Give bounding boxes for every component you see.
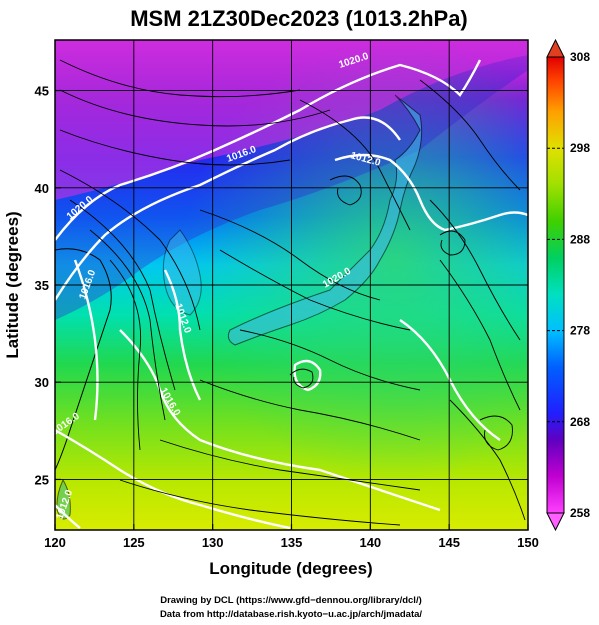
streamline	[59, 129, 291, 166]
y-tick-label: 35	[35, 278, 49, 293]
streamline	[219, 249, 411, 331]
isobar-1020-sw	[55, 504, 81, 529]
colorbar-min-triangle	[546, 512, 565, 532]
isobar-1012-north	[334, 153, 528, 232]
streamlines	[59, 59, 526, 526]
colorbar-tick-label: 258	[570, 506, 590, 520]
land-korea	[162, 229, 202, 316]
x-tick-label: 130	[202, 535, 224, 550]
streamline	[479, 415, 513, 451]
coastline-china	[55, 248, 112, 471]
colorbar-tick-label: 278	[570, 324, 590, 338]
streamline	[59, 89, 331, 127]
streamline	[239, 329, 421, 391]
streamline	[59, 59, 301, 98]
x-tick-label: 120	[44, 535, 66, 550]
colorbar-max-triangle	[546, 38, 565, 58]
y-tick-label: 25	[35, 472, 49, 487]
streamline	[439, 230, 466, 256]
x-tick-label: 135	[281, 535, 303, 550]
x-tick-label: 145	[438, 535, 460, 550]
streamline	[429, 199, 521, 341]
streamline	[199, 209, 381, 301]
streamline	[59, 169, 201, 331]
streamline	[159, 439, 421, 491]
isobar-1016-north	[55, 116, 401, 301]
credit-line-2: Data from http://database.rish.kyoto−u.a…	[160, 609, 422, 620]
streamline	[439, 259, 521, 411]
plot-area: 1020.0 1016.0 1012.0 1020.0 1016.0 1012.…	[55, 40, 528, 530]
y-tick-label: 40	[35, 181, 49, 196]
streamline	[69, 199, 176, 391]
streamline	[119, 479, 401, 526]
colorbar-tick-label: 268	[570, 415, 590, 429]
isobar-east	[399, 319, 501, 441]
colorbar-tick-label: 308	[570, 50, 590, 64]
y-axis: 25 30 35 40 45	[35, 84, 61, 487]
streamline	[329, 175, 362, 206]
y-tick-label: 30	[35, 375, 49, 390]
credit-line-1: Drawing by DCL (https://www.gfd−dennou.o…	[160, 595, 422, 606]
x-tick-label: 125	[123, 535, 145, 550]
streamline	[199, 379, 421, 441]
streamline	[449, 399, 526, 521]
streamline	[419, 79, 521, 191]
colorbar-tick-label: 288	[570, 232, 590, 246]
colorbar-ticks: 258 268 278 288 298 308	[547, 50, 590, 520]
y-tick-label: 45	[35, 84, 49, 99]
colorbar-gradient	[546, 56, 565, 514]
streamline	[299, 99, 411, 231]
chart-title: MSM 21Z30Dec2023 (1013.2hPa)	[130, 6, 468, 31]
x-tick-label: 140	[359, 535, 381, 550]
land-japan	[227, 94, 423, 346]
grid	[55, 40, 528, 530]
isobar-1012-south	[119, 329, 441, 512]
x-axis: 120 125 130 135 140 145 150	[44, 524, 539, 550]
colorbar: 258 268 278 288 298 308	[546, 38, 590, 532]
x-axis-title: Longitude (degrees)	[209, 559, 372, 578]
streamline	[89, 229, 166, 421]
colorbar-tick-label: 298	[570, 141, 590, 155]
y-axis-title: Latitude (degrees)	[3, 211, 22, 358]
x-tick-label: 150	[517, 535, 539, 550]
isobar-1020-north	[55, 59, 482, 241]
isobar-contours	[55, 59, 528, 530]
isobar-1016-west	[73, 259, 99, 421]
